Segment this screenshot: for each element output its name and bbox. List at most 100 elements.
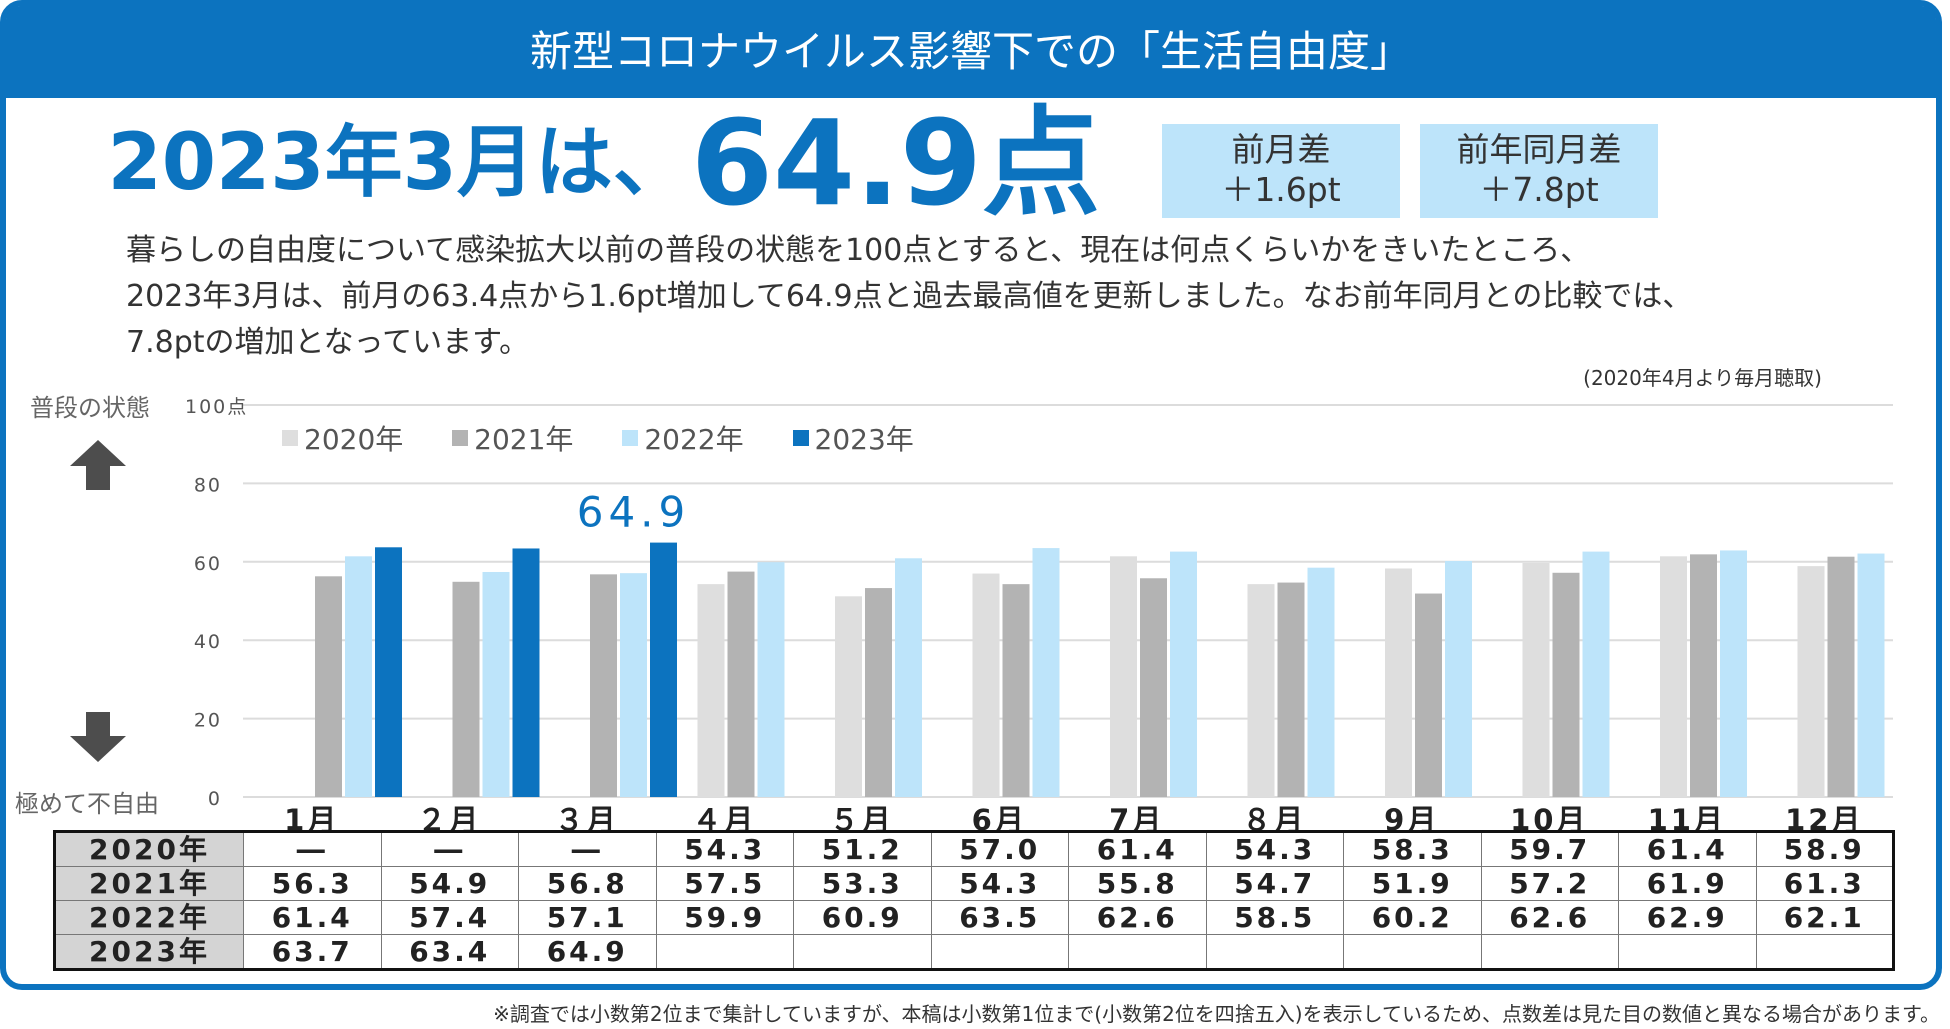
table-row-header: 2020年 — [54, 831, 244, 867]
x-tick-label-10月: 10月 — [1510, 803, 1588, 830]
month-diff-value: ＋1.6pt — [1221, 170, 1341, 209]
x-tick-label-４月: ４月 — [692, 803, 756, 830]
legend-swatch-2021 — [452, 430, 469, 446]
bar-2021年-４月 — [727, 571, 755, 797]
table-cell — [793, 934, 932, 970]
table-row-header: 2023年 — [54, 934, 244, 970]
bar-2020年-9月 — [1385, 568, 1412, 797]
side-label-bottom: 極めて不自由 — [15, 790, 159, 818]
table-cell: 58.9 — [1755, 831, 1894, 867]
table-cell: ― — [518, 831, 657, 867]
table-row: 2021年 56.3 54.9 56.8 57.5 53.3 54.3 55.8 54.7 51.… — [54, 866, 1894, 901]
table-cell: 57.2 — [1480, 866, 1619, 901]
table-row: 2022年 61.4 57.4 57.1 59.9 60.9 63.5 62.6 58.5 60.… — [54, 900, 1894, 935]
headline: 2023年3月は、64.9点 — [0, 104, 1100, 222]
legend-label-2023: 2023年 — [814, 423, 914, 456]
table-cell: 61.3 — [1755, 866, 1894, 901]
month-diff-label: 前月差 — [1231, 130, 1331, 169]
table-cell — [1205, 934, 1344, 970]
description-line-2: 2023年3月は、前月の63.4点から1.6pt増加して64.9点と過去最高値を… — [126, 279, 1693, 314]
table-cell: 63.7 — [243, 934, 382, 970]
table-cell: 54.3 — [655, 831, 794, 867]
table-cell — [1480, 934, 1619, 970]
year-diff-box: 前年同月差 ＋7.8pt — [1420, 124, 1658, 218]
footnote: ※調査では小数第2位まで集計していますが、本稿は小数第1位まで(小数第2位を四捨… — [493, 1002, 1940, 1026]
legend-item-2023: 2023年 — [792, 423, 914, 456]
table-row: 2023年 63.7 63.4 64.9 — [54, 934, 1894, 970]
table-row-header: 2022年 — [54, 900, 244, 935]
bar-2020年-6月 — [972, 573, 1000, 797]
table-cell: 59.9 — [655, 900, 794, 935]
x-tick-label-7月: 7月 — [1109, 803, 1164, 830]
table-cell: 54.3 — [1205, 831, 1344, 867]
x-tick-label-３月: ３月 — [555, 803, 619, 830]
y-tick-label-20: 20 — [194, 710, 222, 732]
bar-2021年-８月 — [1277, 582, 1305, 797]
data-label-2023-march: 64.9 — [577, 488, 691, 537]
table-cell: 54.3 — [930, 866, 1069, 901]
table-cell: 61.4 — [1618, 831, 1757, 867]
table-cell: 54.9 — [380, 866, 519, 901]
bar-2023年-２月 — [512, 548, 540, 797]
table-cell: 54.7 — [1205, 866, 1344, 901]
table-cell: ― — [380, 831, 519, 867]
bar-2020年-８月 — [1247, 584, 1275, 797]
x-tick-label-２月: ２月 — [417, 803, 481, 830]
y-tick-label-40: 40 — [194, 631, 222, 653]
y-tick-label-80: 80 — [194, 474, 222, 496]
table-cell: 59.7 — [1480, 831, 1619, 867]
table-cell — [930, 934, 1069, 970]
table-cell: 53.3 — [793, 866, 932, 901]
y-tick-label-60: 60 — [194, 553, 222, 575]
x-tick-label-12月: 12月 — [1785, 803, 1863, 830]
table-cell: 57.5 — [655, 866, 794, 901]
year-diff-label: 前年同月差 — [1456, 130, 1622, 169]
bar-2021年-３月 — [590, 574, 617, 797]
arrow-down-icon — [70, 712, 126, 762]
legend-label-2020: 2020年 — [304, 423, 404, 456]
x-tick-label-11月: 11月 — [1648, 803, 1726, 830]
bar-2021年-6月 — [1002, 584, 1030, 797]
bar-2021年-9月 — [1415, 593, 1442, 797]
table-cell — [655, 934, 794, 970]
legend-label-2022: 2022年 — [644, 423, 744, 456]
table-cell: 64.9 — [518, 934, 657, 970]
bar-2022年-6月 — [1032, 548, 1060, 797]
table-cell: 63.5 — [930, 900, 1069, 935]
bar-2021年-５月 — [865, 588, 892, 797]
bar-chart: 0 20 40 60 80 100点 1月 ２月 ３月 ４月 ５月 6月 7月 ８月 9月 10月 11月 12月… — [185, 396, 1893, 830]
bar-2021年-10月 — [1552, 572, 1580, 797]
description-line-3: 7.8ptの増加となっています。 — [126, 325, 530, 360]
y-tick-label-100: 100点 — [185, 396, 248, 418]
bar-2022年-５月 — [895, 558, 922, 797]
table-cell: 51.9 — [1343, 866, 1482, 901]
x-tick-label-８月: ８月 — [1242, 803, 1306, 830]
title-bar: 新型コロナウイルス影響下での「生活自由度」 — [6, 6, 1936, 98]
headline-value: 64.9点 — [690, 94, 1100, 232]
table-cell: ― — [243, 831, 382, 867]
description-line-1: 暮らしの自由度について感染拡大以前の普段の状態を100点とすると、現在は何点くら… — [126, 233, 1591, 268]
table-cell: 57.1 — [518, 900, 657, 935]
table-cell: 62.6 — [1068, 900, 1207, 935]
table-cell — [1343, 934, 1482, 970]
table-cell: 60.2 — [1343, 900, 1482, 935]
survey-note: (2020年4月より毎月聴取) — [1583, 366, 1822, 390]
table-cell: 57.4 — [380, 900, 519, 935]
table-cell: 61.4 — [243, 900, 382, 935]
table-cell: 63.4 — [380, 934, 519, 970]
headline-prefix: 2023年3月は、 — [107, 118, 691, 208]
legend-swatch-2022 — [622, 430, 639, 446]
table-cell: 56.8 — [518, 866, 657, 901]
legend-item-2021: 2021年 — [452, 423, 573, 456]
bar-2022年-４月 — [757, 562, 785, 797]
table-cell: 62.6 — [1480, 900, 1619, 935]
bar-2022年-9月 — [1445, 561, 1472, 797]
table-cell: 60.9 — [793, 900, 932, 935]
table-cell: 62.1 — [1755, 900, 1894, 935]
chart-legend: 2020年 2021年 2022年 2023年 — [282, 418, 954, 458]
bar-2022年-12月 — [1857, 553, 1885, 797]
x-tick-label-1月: 1月 — [284, 803, 339, 830]
month-diff-box: 前月差 ＋1.6pt — [1162, 124, 1400, 218]
legend-item-2020: 2020年 — [282, 423, 403, 456]
bar-2022年-11月 — [1720, 550, 1747, 797]
